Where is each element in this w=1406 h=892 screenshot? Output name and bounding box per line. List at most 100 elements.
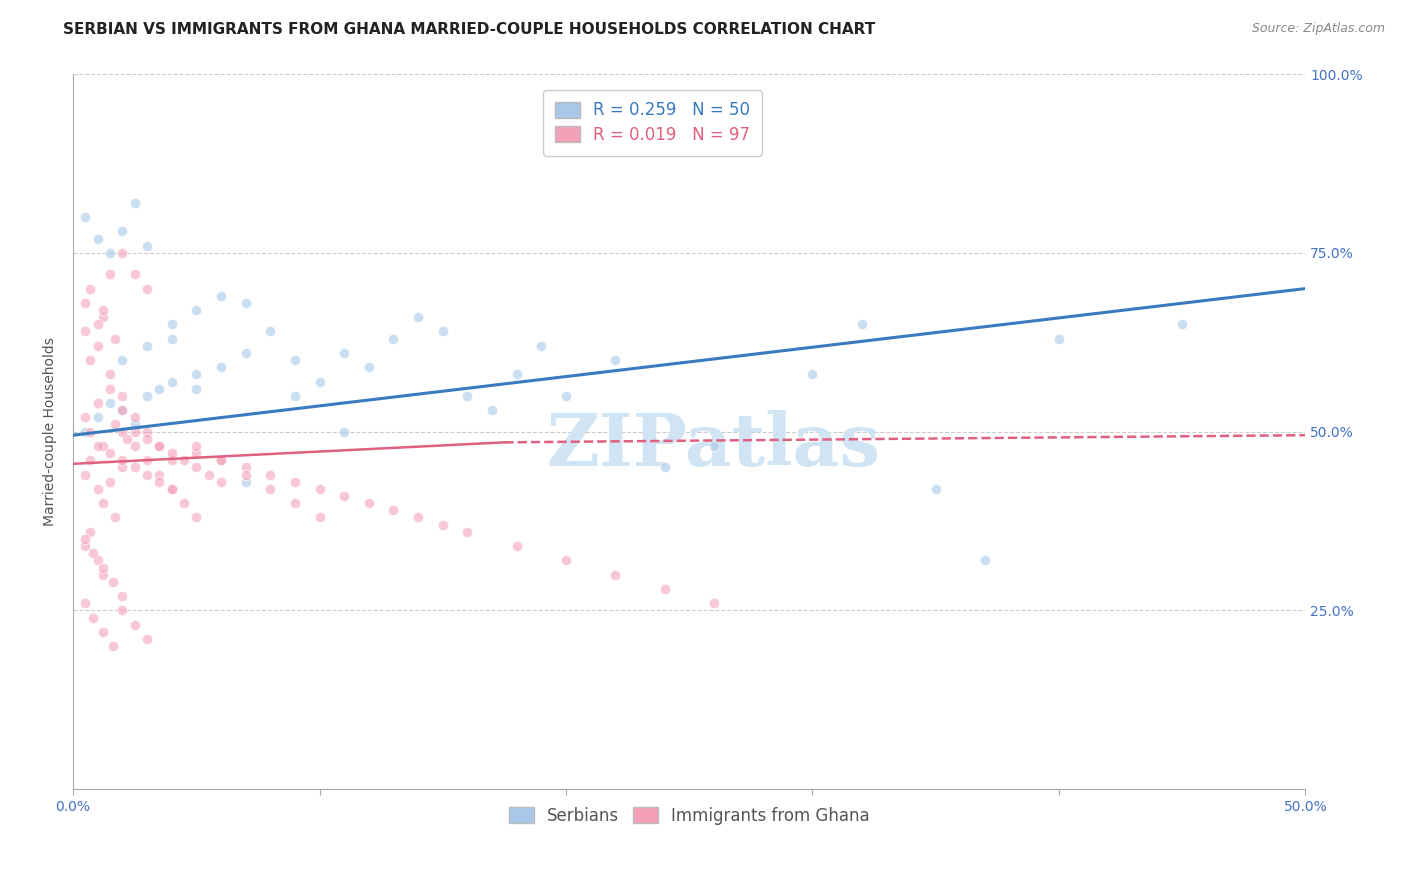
Point [555, 389, 578, 403]
Point [75, 467, 97, 482]
Point [79, 453, 101, 467]
Point [974, 553, 997, 567]
Point [111, 425, 134, 439]
Point [104, 332, 127, 346]
Point [209, 289, 232, 303]
Point [98, 446, 121, 460]
Point [111, 224, 134, 238]
Point [111, 389, 134, 403]
Point [136, 467, 159, 482]
Point [160, 453, 183, 467]
Point [308, 510, 330, 524]
Point [703, 439, 725, 453]
Point [124, 195, 146, 210]
Point [87, 339, 110, 353]
Point [111, 589, 134, 603]
Text: Source: ZipAtlas.com: Source: ZipAtlas.com [1251, 22, 1385, 36]
Point [1171, 318, 1194, 332]
Point [79, 524, 101, 539]
Point [75, 532, 97, 546]
Point [79, 353, 101, 368]
Point [75, 425, 97, 439]
Point [75, 325, 97, 339]
Point [75, 410, 97, 425]
Point [91, 624, 114, 639]
Point [87, 396, 110, 410]
Point [87, 439, 110, 453]
Point [209, 453, 232, 467]
Point [98, 475, 121, 489]
Point [91, 496, 114, 510]
Point [160, 318, 183, 332]
Point [654, 582, 676, 596]
Point [530, 339, 553, 353]
Point [160, 375, 183, 389]
Point [111, 403, 134, 417]
Point [406, 310, 429, 325]
Point [160, 482, 183, 496]
Point [124, 267, 146, 281]
Point [160, 482, 183, 496]
Point [111, 603, 134, 617]
Point [406, 510, 429, 524]
Point [160, 446, 183, 460]
Y-axis label: Married-couple Households: Married-couple Households [44, 337, 58, 526]
Point [259, 482, 281, 496]
Point [136, 432, 159, 446]
Point [382, 332, 405, 346]
Point [136, 238, 159, 252]
Point [87, 410, 110, 425]
Point [98, 245, 121, 260]
Point [456, 389, 478, 403]
Point [124, 425, 146, 439]
Point [235, 346, 257, 360]
Point [148, 467, 170, 482]
Point [136, 453, 159, 467]
Point [101, 574, 124, 589]
Point [75, 210, 97, 224]
Point [98, 368, 121, 382]
Point [98, 382, 121, 396]
Point [209, 453, 232, 467]
Point [75, 539, 97, 553]
Point [801, 368, 824, 382]
Point [91, 303, 114, 318]
Point [136, 389, 159, 403]
Point [104, 510, 127, 524]
Point [186, 510, 208, 524]
Point [148, 439, 170, 453]
Point [703, 596, 725, 610]
Point [98, 396, 121, 410]
Point [111, 453, 134, 467]
Point [148, 382, 170, 396]
Point [173, 453, 195, 467]
Point [87, 318, 110, 332]
Point [357, 496, 380, 510]
Point [432, 325, 454, 339]
Point [284, 475, 307, 489]
Point [209, 360, 232, 375]
Point [136, 632, 159, 646]
Legend: Serbians, Immigrants from Ghana: Serbians, Immigrants from Ghana [499, 797, 880, 835]
Point [284, 496, 307, 510]
Point [506, 539, 529, 553]
Point [79, 282, 101, 296]
Point [209, 475, 232, 489]
Point [148, 439, 170, 453]
Point [308, 375, 330, 389]
Point [925, 482, 948, 496]
Point [851, 318, 873, 332]
Point [1047, 332, 1070, 346]
Point [136, 339, 159, 353]
Point [124, 460, 146, 475]
Point [124, 417, 146, 432]
Point [111, 460, 134, 475]
Point [186, 303, 208, 318]
Point [91, 567, 114, 582]
Point [91, 439, 114, 453]
Point [333, 425, 356, 439]
Point [186, 439, 208, 453]
Point [284, 389, 307, 403]
Point [235, 296, 257, 310]
Point [308, 482, 330, 496]
